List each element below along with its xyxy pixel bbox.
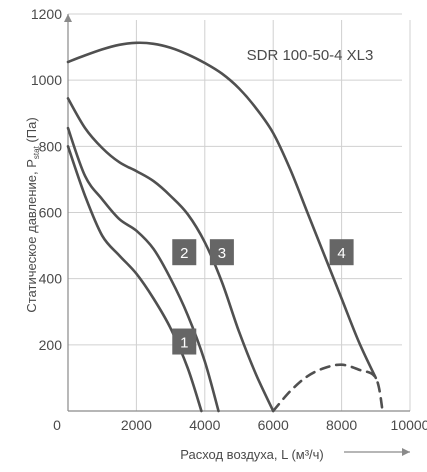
y-axis-label-unit: (Па) <box>24 117 39 146</box>
curve-marker-4: 4 <box>329 239 354 266</box>
x-tick-label: 6000 <box>258 417 289 433</box>
x-tick-labels: 0 2000 4000 6000 8000 10000 <box>53 417 427 433</box>
curve-4-dashed <box>271 363 384 413</box>
y-tick-labels: 200 400 600 800 1000 1200 <box>31 6 62 353</box>
curve-marker-label: 3 <box>218 245 226 262</box>
curve-marker-box <box>329 239 354 266</box>
curve-marker-box <box>172 328 197 355</box>
curves <box>66 41 384 413</box>
y-axis-label-sub: stat <box>32 145 41 159</box>
x-tick-label: 0 <box>53 417 61 433</box>
curve-marker-box <box>172 239 197 266</box>
x-label-arrow-head <box>402 448 410 456</box>
x-tick-label: 2000 <box>121 417 152 433</box>
curve-marker-label: 2 <box>180 245 188 262</box>
chart-title: SDR 100-50-4 XL3 <box>247 47 374 64</box>
curve-3 <box>66 97 275 413</box>
x-tick-label: 8000 <box>326 417 357 433</box>
curve-marker-label: 1 <box>180 335 188 352</box>
x-tick-label: 10000 <box>391 417 427 433</box>
curve-markers: 1 2 3 4 <box>172 239 354 355</box>
curve-marker-box <box>209 239 234 266</box>
curve-marker-label: 4 <box>337 245 345 262</box>
curve-2 <box>66 126 220 413</box>
y-tick-label: 400 <box>39 271 63 287</box>
y-tick-label: 200 <box>39 337 63 353</box>
curve-marker-3: 3 <box>209 239 234 266</box>
curve-marker-1: 1 <box>172 328 197 355</box>
curve-4 <box>66 41 378 380</box>
grid <box>68 13 411 411</box>
y-axis-label-main: Статическое давление, P <box>24 159 39 313</box>
y-tick-label: 1200 <box>31 6 62 22</box>
curve-1 <box>66 145 203 413</box>
y-tick-label: 800 <box>39 138 63 154</box>
curve-marker-2: 2 <box>172 239 197 266</box>
y-tick-label: 600 <box>39 205 63 221</box>
x-tick-label: 4000 <box>189 417 220 433</box>
x-axis-label: Расход воздуха, L (м³/ч) <box>180 447 324 462</box>
axes <box>64 14 410 456</box>
y-axis-arrow <box>64 14 72 22</box>
y-axis-label: Статическое давление, Pstat (Па) <box>24 117 41 312</box>
y-tick-label: 1000 <box>31 72 62 88</box>
